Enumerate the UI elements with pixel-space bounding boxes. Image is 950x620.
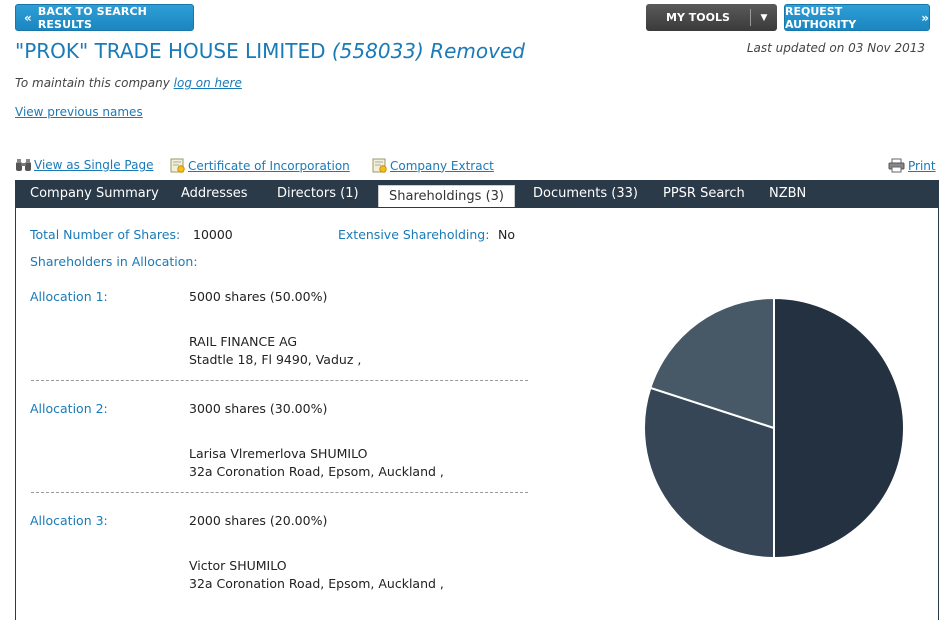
shareholder-address: Stadtle 18, Fl 9490, Vaduz ,: [189, 352, 362, 367]
shareholder-name: Larisa Vlremerlova SHUMILO: [189, 446, 368, 461]
page-title: "PROK" TRADE HOUSE LIMITED (558033) Remo…: [15, 39, 525, 63]
shareholder-name: Victor SHUMILO: [189, 558, 287, 573]
back-button-label: BACK TO SEARCH RESULTS: [37, 4, 147, 31]
company-extract-link[interactable]: Company Extract: [372, 158, 494, 173]
pie-slice-3: [649, 296, 775, 430]
print-link[interactable]: Print: [888, 158, 936, 173]
print-label: Print: [908, 158, 936, 173]
shareholder-address: 32a Coronation Road, Epsom, Auckland ,: [189, 576, 444, 591]
pie-slice-2: [643, 386, 775, 560]
button-separator: [750, 9, 751, 26]
binoculars-icon: [16, 159, 31, 171]
allocation-shares: 5000 shares (50.00%): [189, 289, 328, 304]
pie-slice-1: [773, 296, 905, 560]
company-number-status: (558033) Removed: [331, 39, 525, 63]
allocation-label: Allocation 1:: [30, 289, 108, 304]
total-shares-label: Total Number of Shares:: [30, 227, 181, 242]
caret-down-icon[interactable]: ▼: [760, 12, 768, 23]
tab-ppsr-search[interactable]: PPSR Search: [663, 186, 745, 201]
printer-icon: [888, 158, 905, 173]
allocation-divider: [31, 380, 528, 381]
tab-nzbn[interactable]: NZBN: [769, 186, 807, 201]
tab-documents[interactable]: Documents (33): [533, 186, 638, 201]
allocation-divider: [31, 492, 528, 493]
allocation-shares: 3000 shares (30.00%): [189, 401, 328, 416]
my-tools-button[interactable]: MY TOOLS ▼: [646, 4, 777, 31]
shareholders-in-allocation-label: Shareholders in Allocation:: [30, 254, 198, 269]
company-name: "PROK" TRADE HOUSE LIMITED: [15, 39, 326, 63]
allocation-shares: 2000 shares (20.00%): [189, 513, 328, 528]
double-chevron-left-icon: «: [24, 10, 32, 25]
maintain-note: To maintain this company log on here: [15, 76, 242, 90]
company-tabs: Company Summary Addresses Directors (1) …: [15, 180, 939, 208]
request-authority-label: REQUEST AUTHORITY: [785, 4, 857, 31]
view-single-page-label: View as Single Page: [34, 158, 154, 172]
shareholder-name: RAIL FINANCE AG: [189, 334, 298, 349]
request-authority-button[interactable]: REQUEST AUTHORITY »: [784, 4, 930, 31]
extensive-shareholding-value: No: [498, 227, 515, 242]
view-single-page-link[interactable]: View as Single Page: [15, 158, 153, 172]
tab-shareholdings[interactable]: Shareholdings (3): [378, 185, 515, 207]
certificate-icon: [170, 158, 185, 173]
allocation-label: Allocation 2:: [30, 401, 108, 416]
log-on-link[interactable]: log on here: [173, 76, 242, 90]
total-shares-value: 10000: [193, 227, 233, 242]
back-to-search-results-button[interactable]: « BACK TO SEARCH RESULTS: [15, 4, 194, 31]
certificate-label: Certificate of Incorporation: [188, 158, 350, 173]
tab-company-summary[interactable]: Company Summary: [30, 186, 159, 201]
company-extract-label: Company Extract: [390, 158, 494, 173]
tab-addresses[interactable]: Addresses: [181, 186, 248, 201]
maintain-text: To maintain this company: [15, 76, 170, 90]
extensive-shareholding-label: Extensive Shareholding:: [338, 227, 490, 242]
extract-icon: [372, 158, 387, 173]
double-chevron-right-icon: »: [921, 10, 929, 25]
tab-directors[interactable]: Directors (1): [277, 186, 359, 201]
shareholder-address: 32a Coronation Road, Epsom, Auckland ,: [189, 464, 444, 479]
my-tools-label: MY TOOLS: [666, 11, 730, 24]
certificate-of-incorporation-link[interactable]: Certificate of Incorporation: [170, 158, 350, 173]
last-updated: Last updated on 03 Nov 2013: [746, 41, 925, 55]
view-previous-names-link[interactable]: View previous names: [15, 105, 143, 119]
shareholding-pie-chart: [643, 296, 905, 560]
allocation-label: Allocation 3:: [30, 513, 108, 528]
shareholdings-panel: [15, 208, 939, 620]
